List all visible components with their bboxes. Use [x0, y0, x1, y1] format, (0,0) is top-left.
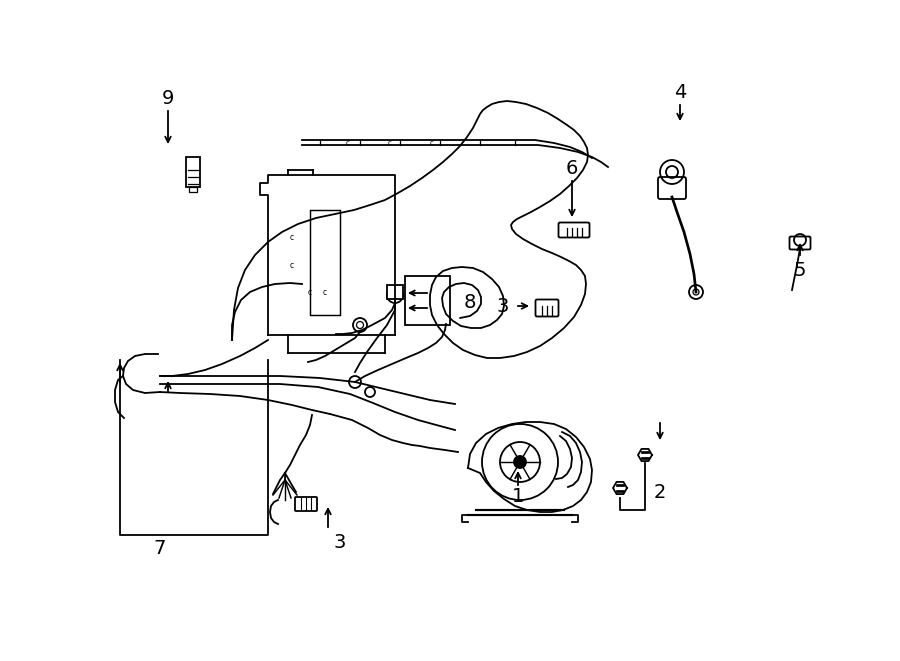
Text: c: c — [430, 140, 434, 146]
Bar — [310, 210, 340, 315]
Bar — [387, 285, 403, 299]
Circle shape — [514, 456, 526, 468]
Text: c: c — [290, 233, 294, 242]
Text: c: c — [290, 261, 294, 270]
Text: c: c — [323, 288, 327, 297]
FancyBboxPatch shape — [536, 299, 559, 317]
FancyBboxPatch shape — [789, 237, 811, 249]
Text: 5: 5 — [794, 260, 806, 280]
Text: 3: 3 — [334, 533, 346, 553]
Text: 6: 6 — [566, 159, 578, 178]
Text: 1: 1 — [512, 486, 524, 506]
FancyBboxPatch shape — [658, 177, 686, 199]
FancyBboxPatch shape — [295, 497, 317, 511]
Text: 8: 8 — [464, 293, 476, 311]
FancyBboxPatch shape — [559, 223, 590, 237]
Text: 7: 7 — [154, 539, 166, 557]
Text: c: c — [388, 140, 392, 146]
Text: 2: 2 — [653, 483, 666, 502]
Text: 9: 9 — [162, 89, 175, 108]
Text: c: c — [308, 288, 312, 297]
Text: 3: 3 — [497, 297, 509, 315]
Text: c: c — [346, 140, 350, 146]
Bar — [405, 276, 450, 325]
Text: 4: 4 — [674, 83, 686, 102]
Bar — [189, 187, 197, 192]
Bar — [186, 157, 200, 187]
